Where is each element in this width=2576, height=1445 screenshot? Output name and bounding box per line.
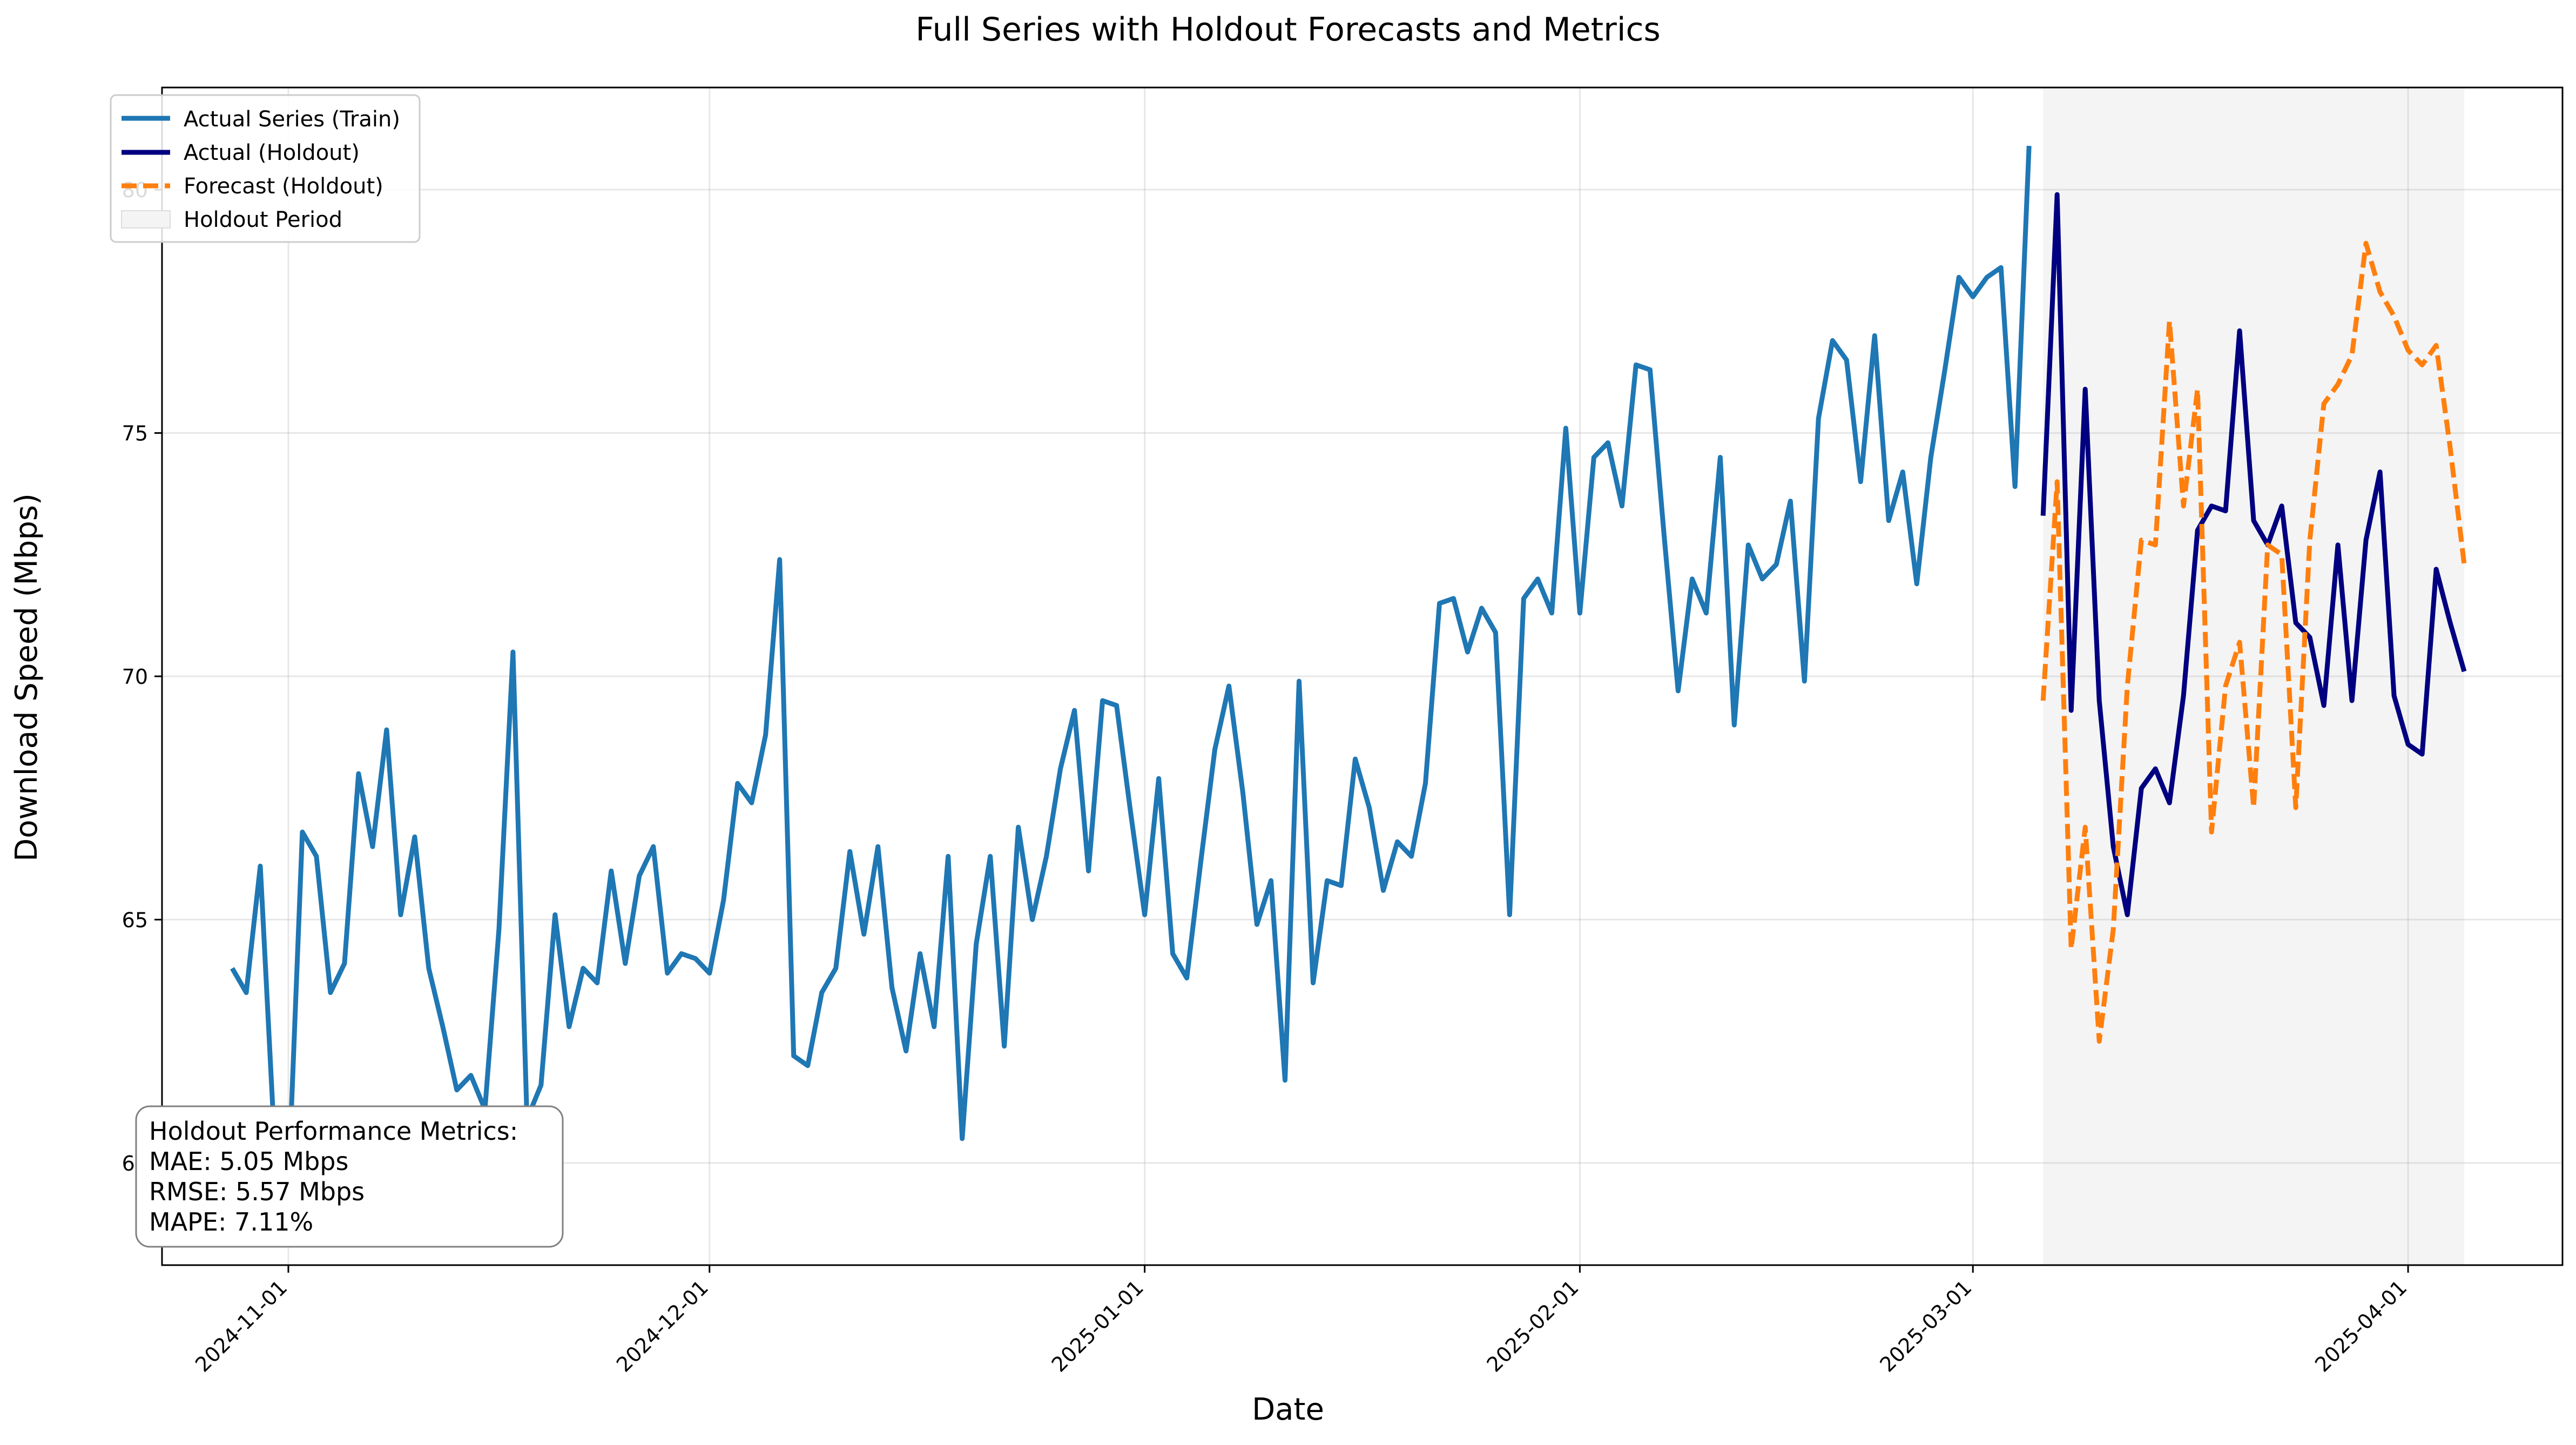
metric-mae: MAE: 5.05 Mbps bbox=[149, 1147, 348, 1176]
legend-label-train: Actual Series (Train) bbox=[184, 107, 400, 132]
metric-rmse: RMSE: 5.57 Mbps bbox=[149, 1177, 365, 1206]
metrics-box-frame bbox=[135, 1105, 564, 1248]
legend-swatch-holdout-period bbox=[121, 210, 171, 228]
chart-title: Full Series with Holdout Forecasts and M… bbox=[915, 11, 1661, 49]
legend-entry-holdout-actual: Actual (Holdout) bbox=[122, 140, 360, 165]
legend-box bbox=[110, 94, 421, 243]
metrics-box: Holdout Performance Metrics: MAE: 5.05 M… bbox=[135, 1105, 564, 1248]
legend-label-holdout-period: Holdout Period bbox=[184, 207, 342, 232]
grid-layer bbox=[162, 88, 2562, 1265]
metrics-title: Holdout Performance Metrics: bbox=[149, 1117, 518, 1146]
legend-entry-train: Actual Series (Train) bbox=[122, 107, 400, 132]
legend-entry-holdout-period: Holdout Period bbox=[121, 207, 342, 232]
holdout-actual-line bbox=[2040, 192, 2467, 917]
y-tick-label: 75 bbox=[122, 422, 148, 446]
y-axis-label: Download Speed (Mbps) bbox=[9, 493, 44, 862]
legend-label-holdout-actual: Actual (Holdout) bbox=[184, 140, 360, 165]
x-axis-label: Date bbox=[1252, 1392, 1324, 1427]
legend-entry-forecast: Forecast (Holdout) bbox=[122, 174, 383, 199]
legend-label-forecast: Forecast (Holdout) bbox=[184, 174, 383, 199]
y-tick-label: 65 bbox=[122, 908, 148, 932]
metric-mape: MAPE: 7.11% bbox=[149, 1207, 313, 1236]
legend: Actual Series (Train) Actual (Holdout) F… bbox=[110, 94, 421, 243]
forecast-line bbox=[2040, 240, 2467, 1044]
y-tick-label: 70 bbox=[122, 665, 148, 689]
